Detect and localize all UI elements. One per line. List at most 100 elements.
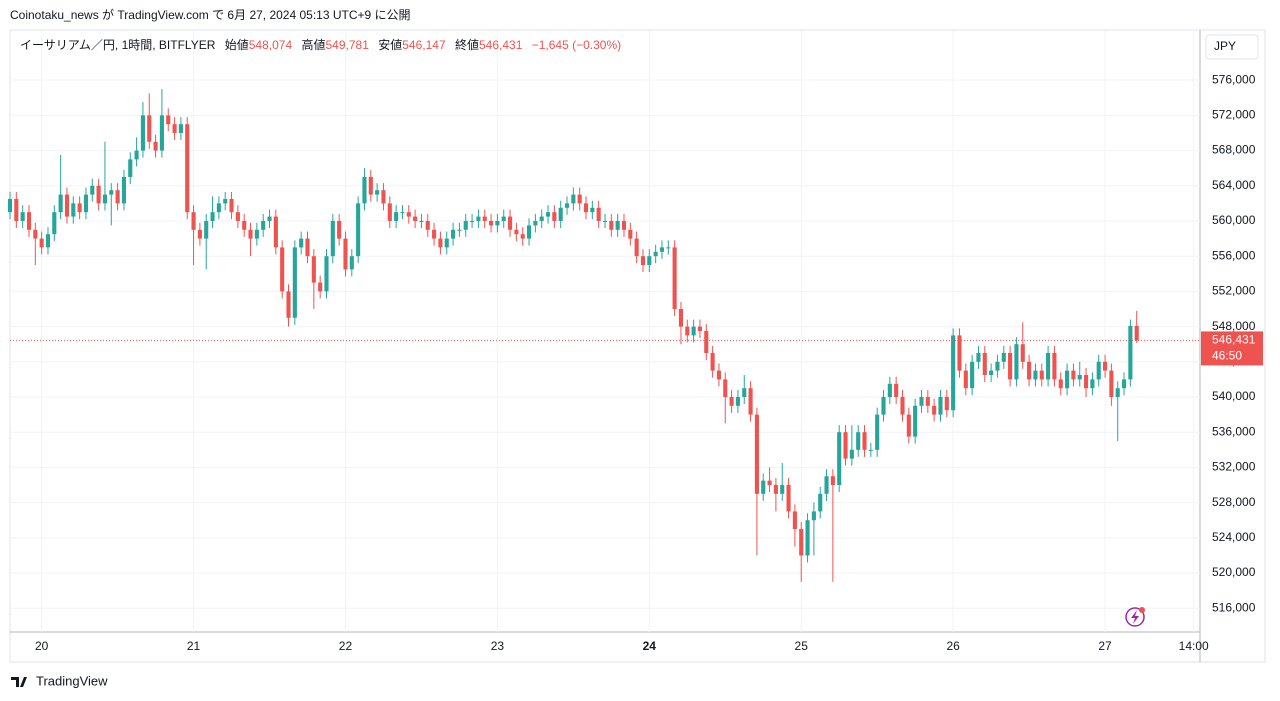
- candle-body: [90, 185, 95, 195]
- candle-body: [628, 229, 633, 239]
- candle-body: [925, 397, 930, 406]
- candle-body: [1039, 370, 1044, 380]
- candle-body: [286, 291, 291, 318]
- candle-body: [191, 212, 196, 230]
- candle-body: [406, 212, 411, 217]
- candle-body: [242, 220, 247, 230]
- candle-body: [330, 220, 335, 257]
- candle-body: [824, 476, 829, 494]
- candle-body: [704, 331, 709, 354]
- candle-body: [1046, 353, 1051, 380]
- logo[interactable]: TradingView: [11, 673, 108, 688]
- candle-body: [299, 238, 304, 248]
- candle-body: [1058, 379, 1063, 389]
- y-tick-label: 560,000: [1212, 213, 1256, 227]
- candle-body: [318, 282, 323, 292]
- candle-body: [356, 203, 361, 257]
- candle-body: [501, 216, 506, 221]
- candle-body: [109, 190, 114, 195]
- y-tick-label: 552,000: [1212, 284, 1256, 298]
- header: Coinotaku_news が TradingView.com で 6月 27…: [10, 7, 411, 22]
- candle-body: [507, 216, 513, 230]
- y-tick-label: 520,000: [1212, 565, 1256, 579]
- candle-body: [83, 194, 89, 213]
- candle-body: [311, 256, 316, 283]
- candle-body: [799, 529, 804, 556]
- candle-body: [368, 176, 373, 195]
- candle-body: [780, 485, 785, 494]
- candle-body: [229, 198, 234, 213]
- low-label: 安値: [378, 37, 402, 52]
- candle-body: [666, 247, 671, 249]
- candle-body: [425, 220, 430, 230]
- currency-box: [1205, 34, 1259, 60]
- candle-body: [343, 238, 348, 270]
- candle-body: [349, 256, 354, 270]
- candle-body: [862, 432, 867, 450]
- candle-body: [957, 335, 962, 371]
- candle-body: [989, 370, 994, 376]
- x-tick-label: 14:00: [1179, 639, 1209, 653]
- price-tag-value: 546,431: [1212, 333, 1256, 347]
- candle-body: [102, 194, 108, 204]
- candle-body: [204, 220, 209, 239]
- candle-body: [951, 335, 956, 411]
- candle-body: [735, 397, 740, 406]
- x-tick-label: 26: [946, 639, 960, 653]
- candle-body: [970, 361, 975, 389]
- candle-body: [571, 194, 576, 204]
- open-label: 始値: [225, 37, 249, 52]
- candle-body: [868, 449, 873, 451]
- candle-body: [254, 229, 259, 239]
- price-tag-countdown: 46:50: [1212, 349, 1242, 363]
- candle-body: [324, 256, 329, 292]
- candle-body: [773, 485, 778, 494]
- candle-body: [900, 397, 905, 415]
- candle-body: [267, 216, 272, 221]
- candle-body: [185, 124, 190, 213]
- candle-body: [634, 238, 639, 257]
- candle-body: [153, 141, 158, 151]
- candle-body: [305, 238, 310, 257]
- candle-body: [45, 234, 51, 248]
- candle-body: [583, 203, 589, 213]
- x-tick-label: 20: [35, 639, 49, 653]
- footer: TradingView: [36, 673, 108, 688]
- candle-body: [438, 238, 443, 248]
- candle-body: [564, 203, 570, 208]
- icon-bolt: [1131, 610, 1139, 624]
- candle-body: [489, 220, 494, 226]
- candle-body: [1014, 344, 1019, 380]
- candle-body: [615, 220, 620, 230]
- x-tick-label: 21: [187, 639, 201, 653]
- alert-icon[interactable]: [1125, 607, 1145, 627]
- y-tick-label: 568,000: [1212, 143, 1256, 157]
- candle-body: [273, 216, 278, 248]
- candle-body: [710, 353, 715, 371]
- candle-body: [1084, 375, 1089, 389]
- candle-body: [761, 480, 766, 494]
- candle-body: [1065, 370, 1070, 389]
- candle-body: [1008, 353, 1013, 380]
- change: −1,645 (−0.30%): [532, 38, 621, 52]
- candle-body: [444, 238, 449, 248]
- candle-body: [526, 225, 532, 239]
- candle-body: [20, 212, 25, 221]
- y-tick-label: 576,000: [1212, 72, 1256, 86]
- candle-body: [1077, 375, 1082, 380]
- candle-body: [767, 480, 772, 486]
- candle-body: [1121, 379, 1127, 389]
- low-value: 546,147: [402, 38, 446, 52]
- candle-body: [121, 176, 126, 204]
- y-tick-label: 556,000: [1212, 248, 1256, 262]
- candle-body: [887, 383, 892, 398]
- candle-body: [1027, 361, 1032, 380]
- candle-body: [394, 212, 399, 221]
- candle-body: [913, 405, 918, 437]
- candle-body: [938, 397, 943, 415]
- candle-body: [716, 370, 721, 380]
- y-tick-label: 536,000: [1212, 424, 1256, 438]
- candle-body: [691, 326, 696, 336]
- icon-dot: [1139, 607, 1145, 613]
